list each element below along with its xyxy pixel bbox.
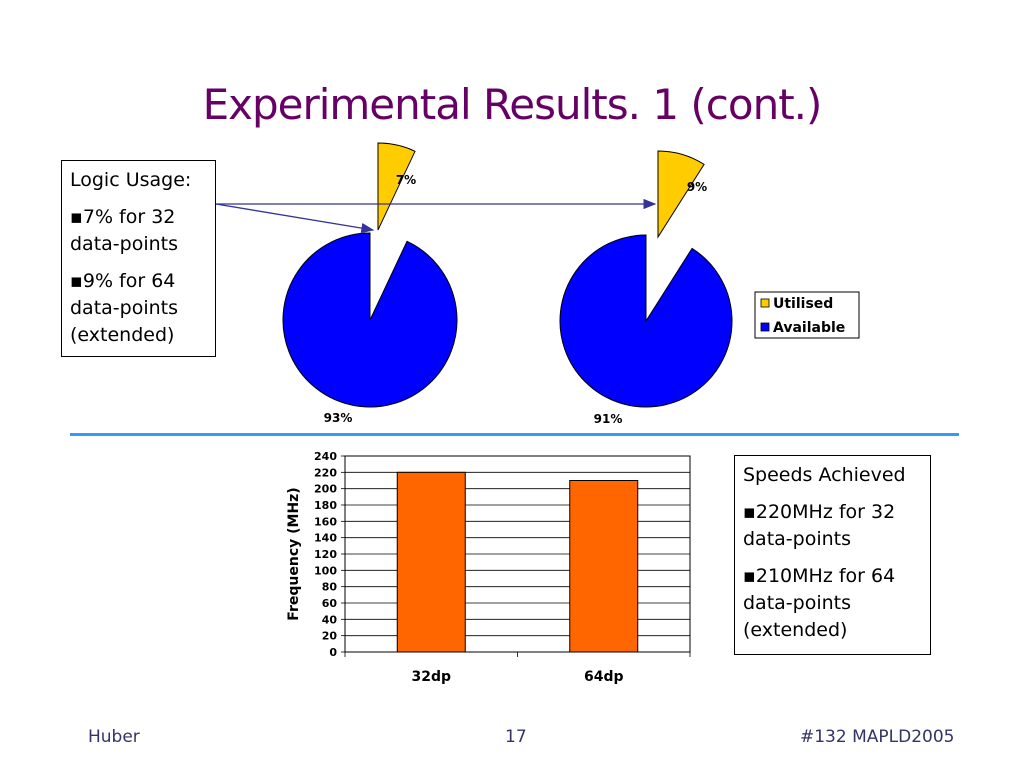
y-tick-label: 80 xyxy=(322,581,338,594)
x-tick-label-64dp: 64dp xyxy=(584,669,624,685)
speeds-item-64: ▪210MHz for 64 data-points (extended) xyxy=(743,565,896,641)
pie-2-label-available: 91% xyxy=(594,412,623,426)
pie-1-slice-available xyxy=(282,232,458,408)
y-tick-label: 240 xyxy=(314,450,337,463)
legend-label-available: Available xyxy=(773,320,845,336)
legend-label-utilised: Utilised xyxy=(773,296,833,312)
logic-usage-heading: Logic Usage: xyxy=(70,169,192,191)
speeds-box: Speeds Achieved ▪220MHz for 32 data-poin… xyxy=(734,455,931,655)
pie-1-label-available: 93% xyxy=(324,411,353,425)
y-tick-label: 20 xyxy=(322,630,338,643)
logic-usage-item-64: ▪9% for 64 data-points (extended) xyxy=(70,270,179,346)
footer-conference: #132 MAPLD2005 xyxy=(800,727,955,747)
pie-2-slice-utilised xyxy=(657,150,705,239)
pie-1-slice-utilised xyxy=(377,142,416,231)
y-tick-label: 180 xyxy=(314,499,337,512)
pie-legend: Utilised Available xyxy=(754,291,860,339)
logic-usage-box: Logic Usage: ▪7% for 32 data-points ▪9% … xyxy=(61,160,216,357)
y-tick-label: 60 xyxy=(322,597,338,610)
x-tick-label-32dp: 32dp xyxy=(411,669,451,685)
y-tick-label: 40 xyxy=(322,613,338,626)
y-tick-label: 220 xyxy=(314,466,337,479)
arrow-to-pie-1 xyxy=(215,203,375,234)
legend-swatch-utilised xyxy=(760,298,770,308)
pie-legend-frame xyxy=(754,291,860,339)
pie-2-slice-available xyxy=(559,234,733,408)
speeds-heading: Speeds Achieved xyxy=(743,464,906,486)
y-tick-label: 200 xyxy=(314,483,337,496)
bar-32dp xyxy=(396,471,466,653)
pie-1-label-utilised: 7% xyxy=(396,173,416,187)
logic-usage-item-32: ▪7% for 32 data-points xyxy=(70,206,179,255)
pie-2-label-utilised: 9% xyxy=(687,180,707,194)
y-tick-label: 0 xyxy=(329,646,337,659)
y-tick-label: 100 xyxy=(314,564,337,577)
footer-author: Huber xyxy=(88,727,140,747)
section-divider xyxy=(70,433,959,436)
y-tick-label: 120 xyxy=(314,548,337,561)
bar-64dp xyxy=(569,480,639,653)
y-tick-label: 140 xyxy=(314,532,337,545)
legend-swatch-available xyxy=(760,322,770,332)
y-axis-label: Frequency (MHz) xyxy=(286,487,302,620)
y-tick-label: 160 xyxy=(314,515,337,528)
speeds-item-32: ▪220MHz for 32 data-points xyxy=(743,501,896,550)
footer-page-number: 17 xyxy=(505,727,527,747)
slide-title: Experimental Results. 1 (cont.) xyxy=(202,80,823,129)
